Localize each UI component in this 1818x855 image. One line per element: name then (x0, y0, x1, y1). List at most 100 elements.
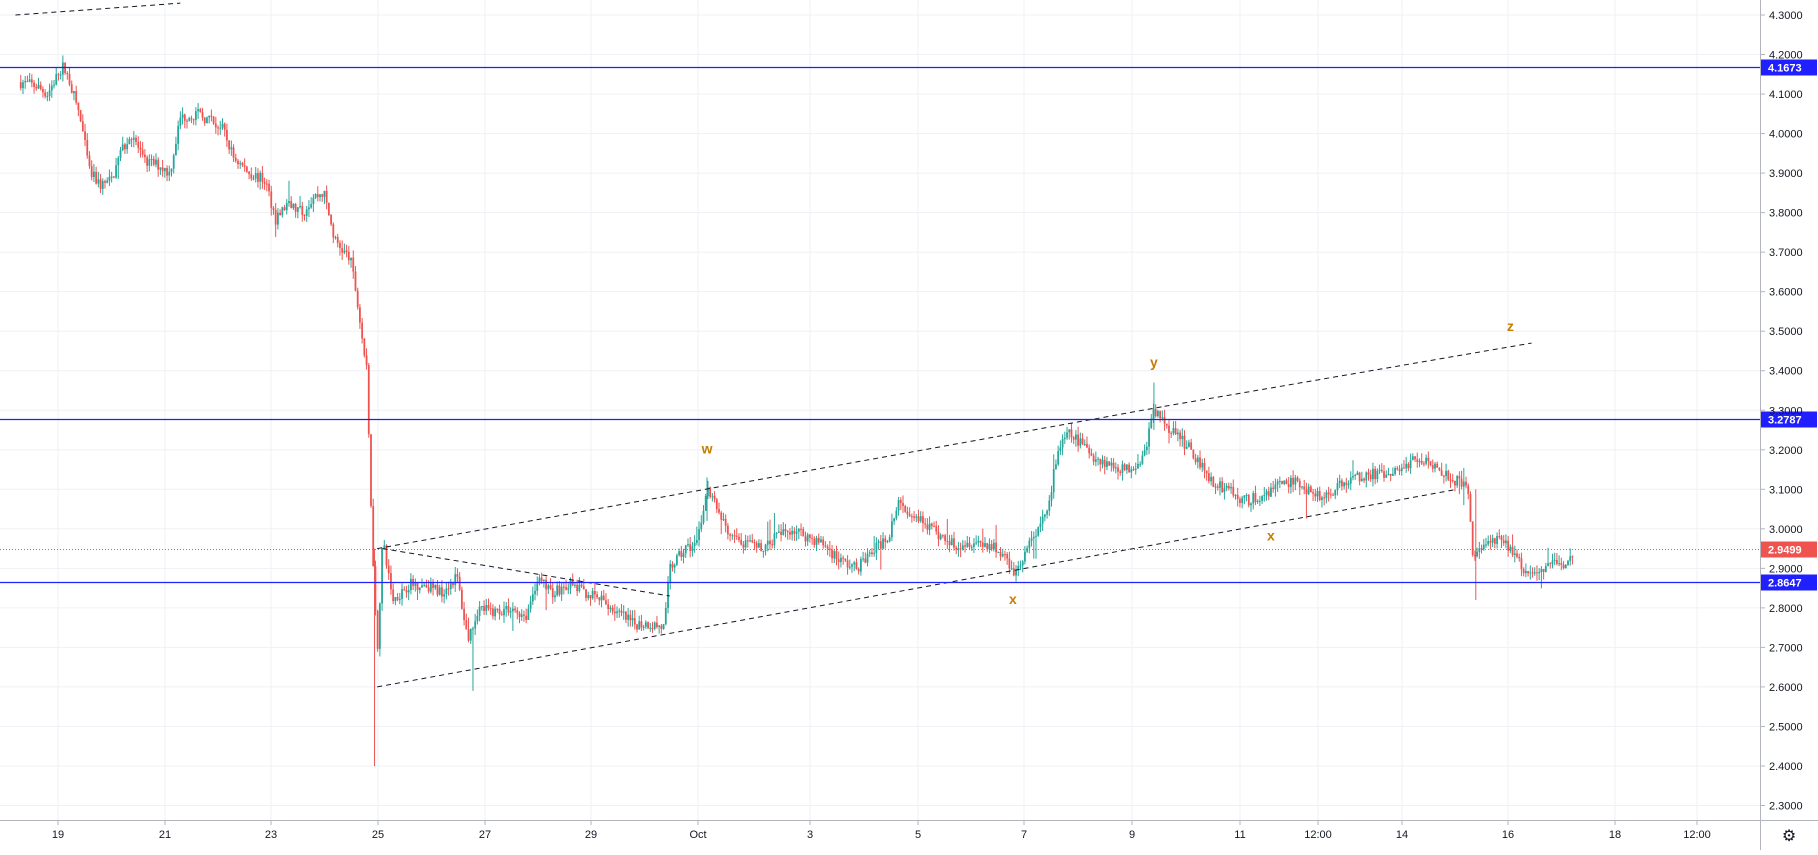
candle-body (1037, 527, 1040, 536)
candle-body (90, 166, 93, 178)
candle-body (935, 526, 938, 532)
candle-body (1241, 497, 1244, 504)
candle-body (640, 621, 643, 628)
candle-body (948, 541, 951, 545)
candle-body (793, 530, 796, 534)
candle-body (1396, 468, 1399, 470)
candle-body (826, 546, 829, 549)
candle-body (1367, 472, 1370, 475)
candle-body (139, 147, 142, 150)
candle-body (895, 510, 898, 519)
candle-body (22, 82, 24, 89)
candle-body (489, 608, 492, 610)
y-tick-label: 4.0000 (1769, 129, 1803, 141)
candle-body (217, 127, 219, 129)
candle-body (463, 608, 465, 621)
candle-body (766, 540, 769, 545)
x-tick-label: 25 (372, 829, 384, 841)
candle-body (1540, 569, 1543, 573)
candle-body (549, 585, 552, 589)
candle-body (443, 594, 446, 597)
candle-body (651, 627, 654, 629)
candle-body (1454, 481, 1456, 486)
price-axis[interactable]: 4.3000 4.2000 4.1000 4.0000 3.9000 3.8000 3.70… (1760, 10, 1803, 813)
candle-body (119, 150, 122, 158)
candle-body (802, 529, 805, 537)
candle-body (851, 564, 853, 567)
candle-body (791, 530, 794, 535)
candle-body (726, 525, 729, 535)
candle-body (334, 237, 337, 239)
candle-body (128, 139, 131, 145)
candle-body (157, 159, 160, 170)
chart-settings-gear-icon[interactable]: ⚙ (1781, 828, 1797, 845)
candle-body (28, 79, 31, 82)
candle-body (966, 542, 969, 547)
candle-body (469, 628, 472, 641)
candle-body (168, 171, 171, 176)
candle-body (1110, 462, 1113, 466)
candle-body (538, 577, 541, 584)
candle-body (999, 552, 1002, 557)
candle-body (1079, 438, 1082, 446)
candle-body (1165, 423, 1168, 426)
candle-body (1247, 494, 1250, 506)
candle-body (1360, 478, 1363, 482)
candle-body (1478, 548, 1481, 552)
candle-body (480, 606, 483, 608)
candle-body (1170, 432, 1173, 434)
candle-body (660, 625, 663, 629)
candle-body (161, 167, 164, 172)
candle-body (1531, 572, 1534, 574)
candle-body (1221, 481, 1224, 493)
candle-body (496, 608, 499, 610)
candle-body (1225, 485, 1228, 489)
candle-body (1043, 514, 1046, 517)
candle-body (310, 204, 313, 208)
candle-body (1015, 570, 1017, 576)
candle-body (680, 551, 683, 557)
candle-body (986, 543, 989, 550)
candle-body (1385, 474, 1388, 478)
time-axis[interactable]: 19 21 23 25 27 29 Oct 3 5 7 9 11 12:00 14 16 18 12:00 (52, 820, 1711, 841)
candle-body (516, 610, 519, 614)
candle-body (811, 537, 814, 539)
candle-body (1449, 479, 1452, 481)
candle-body (1125, 464, 1128, 470)
candle-body (602, 595, 605, 601)
candle-body (383, 545, 386, 549)
candle-body (758, 543, 760, 548)
candle-body (1019, 565, 1022, 567)
y-tick-label: 3.6000 (1769, 287, 1803, 299)
candle-body (658, 625, 661, 628)
candle-body (1154, 409, 1157, 417)
candle-body (57, 74, 60, 76)
candle-body (1434, 463, 1436, 469)
candle-body (531, 594, 534, 602)
candle-body (24, 81, 27, 83)
candle-body (1549, 563, 1552, 565)
candle-body (1511, 546, 1514, 555)
candle-body (1473, 555, 1476, 557)
candle-body (1108, 461, 1111, 466)
candle-body (243, 165, 246, 167)
candle-body (1188, 442, 1190, 447)
candle-body (44, 92, 47, 97)
candle-body (372, 506, 375, 567)
candle-body (467, 629, 470, 641)
candle-body (199, 109, 202, 113)
candle-body (1345, 482, 1348, 486)
candle-body (148, 159, 151, 166)
candle-body (188, 118, 191, 122)
candle-body (1143, 450, 1146, 456)
candle-body (272, 207, 275, 210)
candle-body (693, 542, 696, 547)
candle-body (1305, 489, 1308, 495)
horizontal-levels[interactable]: 4.1673 3.2787 2.8647 2.9499 (0, 59, 1817, 591)
candle-body (427, 587, 430, 592)
candle-body (487, 605, 490, 609)
candle-body (507, 606, 510, 613)
candle-body (1256, 500, 1259, 502)
